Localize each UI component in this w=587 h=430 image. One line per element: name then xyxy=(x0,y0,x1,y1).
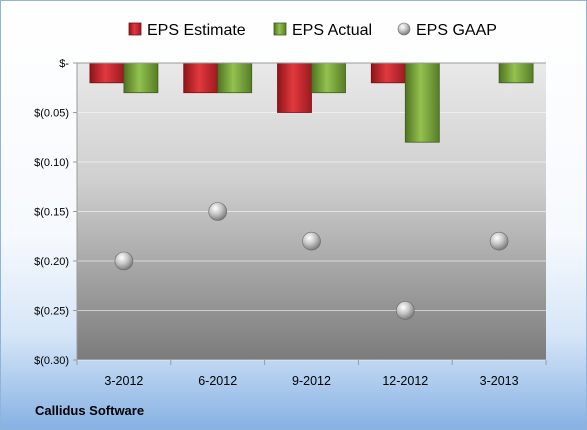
eps-gaap-point xyxy=(114,251,134,271)
legend-eps-estimate-label: EPS Estimate xyxy=(147,22,246,39)
eps-gaap-point xyxy=(208,202,227,221)
y-tick-label: $(0.20) xyxy=(34,256,69,268)
y-tick-label: $(0.30) xyxy=(34,355,69,367)
eps-actual-bar xyxy=(311,62,346,94)
eps-gaap-point xyxy=(395,301,415,320)
eps-actual-bar xyxy=(217,62,253,94)
y-tick-label: $(0.15) xyxy=(34,207,69,219)
x-tick-label: 9-2012 xyxy=(292,374,331,388)
legend-eps-estimate-swatch xyxy=(128,22,142,36)
eps-actual-bar xyxy=(123,62,159,94)
legend-eps-gaap-label: EPS GAAP xyxy=(416,22,497,39)
legend-eps-actual-label: EPS Actual xyxy=(292,22,372,39)
eps-actual-bar xyxy=(404,62,440,143)
y-tick-label: $(0.05) xyxy=(34,108,69,120)
eps-gaap-point xyxy=(302,231,321,251)
x-tick-label: 3-2013 xyxy=(480,374,519,388)
eps-estimate-bar xyxy=(277,62,312,113)
legend-eps-actual-swatch xyxy=(273,22,287,36)
y-tick-label: $(0.25) xyxy=(34,306,69,318)
eps-estimate-bar xyxy=(370,62,406,84)
y-tick-label: $(0.10) xyxy=(34,157,69,169)
eps-estimate-bar xyxy=(89,62,125,84)
y-tick-label: $- xyxy=(59,58,69,70)
company-label: Callidus Software xyxy=(35,403,145,418)
x-tick-label: 3-2012 xyxy=(104,374,143,388)
eps-gaap-point xyxy=(489,231,509,251)
eps-estimate-bar xyxy=(183,62,219,94)
x-tick-label: 6-2012 xyxy=(198,374,237,388)
eps-actual-bar xyxy=(498,62,534,84)
legend-eps-gaap-swatch xyxy=(397,22,411,36)
x-tick-label: 12-2012 xyxy=(382,374,428,388)
